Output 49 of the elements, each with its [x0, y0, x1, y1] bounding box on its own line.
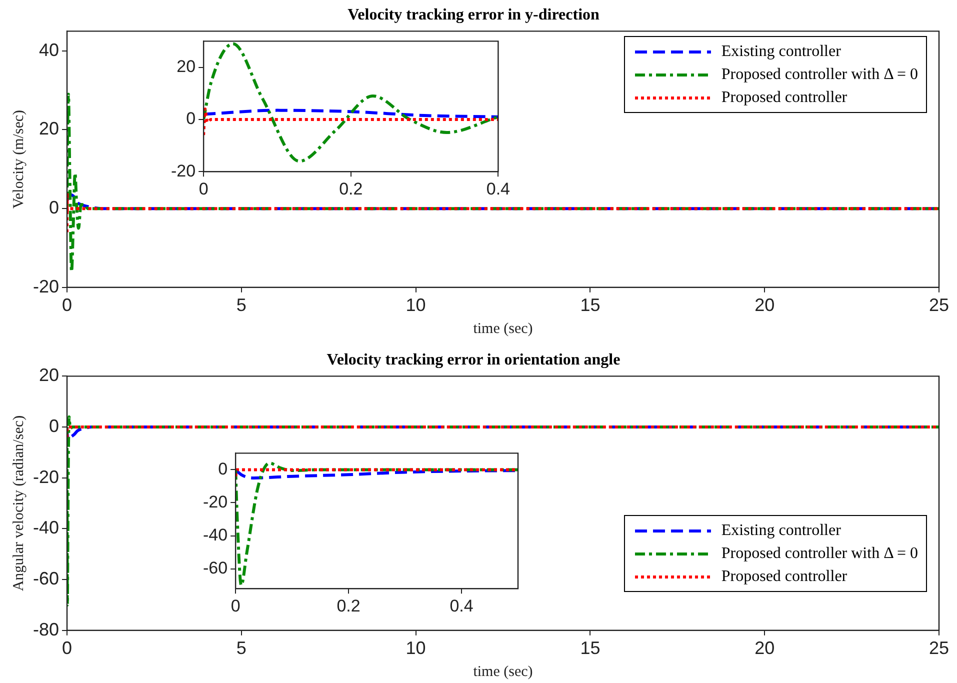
x-axis-title: time (sec): [473, 664, 533, 680]
x-tick-label: 10: [406, 638, 426, 658]
legend-label: Proposed controller with Δ = 0: [721, 66, 918, 84]
x-tick-label: 25: [928, 638, 950, 658]
x-tick-label: 0: [230, 596, 240, 616]
x-tick-label: 15: [580, 295, 600, 316]
chart-title: Velocity tracking error in orientation angle: [326, 352, 620, 369]
x-tick-label: 0.4: [450, 596, 474, 616]
x-tick-label: 0: [62, 295, 72, 316]
y-tick-label: -20: [33, 466, 60, 487]
x-tick-label: 20: [754, 295, 775, 316]
x-tick-label: 0.2: [339, 179, 363, 198]
y-tick-label: -40: [202, 525, 228, 544]
y-tick-label: -40: [33, 518, 60, 538]
y-tick-label: -20: [202, 492, 228, 512]
x-tick-label: 15: [580, 638, 600, 658]
y-tick-label: 0: [49, 416, 60, 436]
y-tick-label: 0: [218, 459, 228, 478]
y-tick-label: -20: [33, 276, 60, 296]
y-axis-title: Velocity (m/sec): [10, 110, 27, 209]
legend-label: Proposed controller with Δ = 0: [721, 544, 918, 562]
x-tick-label: 5: [236, 295, 246, 316]
x-tick-label: 25: [928, 295, 950, 316]
x-tick-label: 5: [236, 638, 246, 658]
y-tick-label: -80: [33, 619, 60, 640]
y-tick-label: -20: [170, 161, 196, 180]
y-tick-label: 0: [186, 109, 196, 128]
y-axis-title: Angular velocity (radian/sec): [10, 415, 27, 592]
chart-title: Velocity tracking error in y-direction: [348, 6, 600, 24]
legend-label: Proposed controller: [721, 88, 848, 106]
x-tick-label: 0.4: [486, 179, 510, 198]
legend-label: Existing controller: [721, 42, 841, 60]
y-tick-label: -60: [33, 568, 60, 589]
y-tick-label: 40: [38, 40, 60, 60]
y-tick-label: 20: [176, 56, 196, 76]
x-tick-label: 0: [62, 638, 72, 658]
y-tick-label: 0: [49, 198, 60, 218]
x-tick-label: 10: [406, 295, 426, 316]
legend-label: Proposed controller: [721, 568, 848, 586]
y-tick-label: 20: [38, 365, 60, 386]
line-series: [204, 108, 498, 137]
y-tick-label: -60: [202, 558, 228, 578]
y-tick-label: 20: [38, 118, 60, 139]
line-series: [204, 42, 498, 163]
x-tick-label: 0.2: [336, 596, 360, 616]
x-axis-title: time (sec): [473, 320, 533, 337]
legend-label: Existing controller: [721, 522, 841, 540]
x-tick-label: 20: [754, 638, 775, 658]
line-series: [236, 462, 518, 587]
